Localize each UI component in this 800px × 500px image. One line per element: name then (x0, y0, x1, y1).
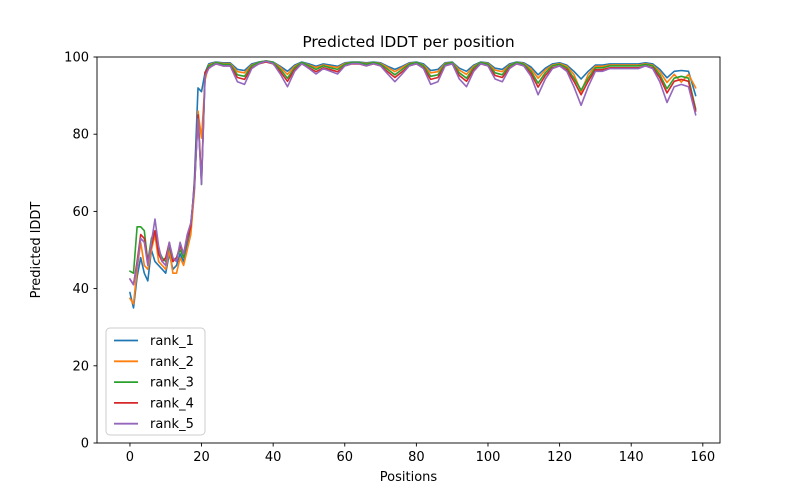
x-tick-label: 160 (690, 450, 715, 465)
chart-title: Predicted lDDT per position (302, 33, 514, 51)
legend-label-rank_4: rank_4 (150, 396, 194, 411)
x-tick-label: 20 (193, 450, 210, 465)
axes-frame (96, 56, 721, 444)
legend-label-rank_2: rank_2 (150, 355, 194, 370)
x-tick-label: 60 (336, 450, 353, 465)
x-tick-label: 100 (476, 450, 501, 465)
series-layer (129, 60, 697, 309)
x-tick-label: 120 (547, 450, 572, 465)
x-tick-label: 40 (265, 450, 282, 465)
legend-label-rank_3: rank_3 (150, 376, 194, 391)
series-line-rank_1 (129, 60, 697, 309)
legend-layer: rank_1 rank_2 rank_3 rank_4 rank_5 (105, 327, 206, 436)
y-tick-label: 40 (72, 282, 89, 297)
y-tick-label: 20 (72, 359, 89, 374)
series-line-rank_5 (129, 60, 697, 286)
x-tick-label: 0 (126, 450, 134, 465)
y-tick-label: 60 (72, 205, 89, 220)
y-tick-label: 80 (72, 128, 89, 143)
x-tick-label: 80 (408, 450, 425, 465)
x-tick-label: 140 (619, 450, 644, 465)
legend-label-rank_5: rank_5 (150, 417, 194, 432)
y-tick-label: 0 (81, 437, 89, 452)
series-line-rank_3 (129, 60, 697, 275)
series-line-rank_4 (129, 61, 697, 286)
series-line-rank_2 (129, 60, 697, 305)
y-tick-label: 100 (64, 51, 89, 66)
legend-label-rank_1: rank_1 (150, 334, 194, 349)
y-axis-label: Predicted lDDT (29, 202, 44, 299)
ticks-layer: 0 20 40 60 80 100 120 140 160 0 20 40 60 80 100 (64, 51, 715, 466)
x-axis-label: Positions (380, 470, 438, 485)
legend-box (105, 327, 206, 436)
